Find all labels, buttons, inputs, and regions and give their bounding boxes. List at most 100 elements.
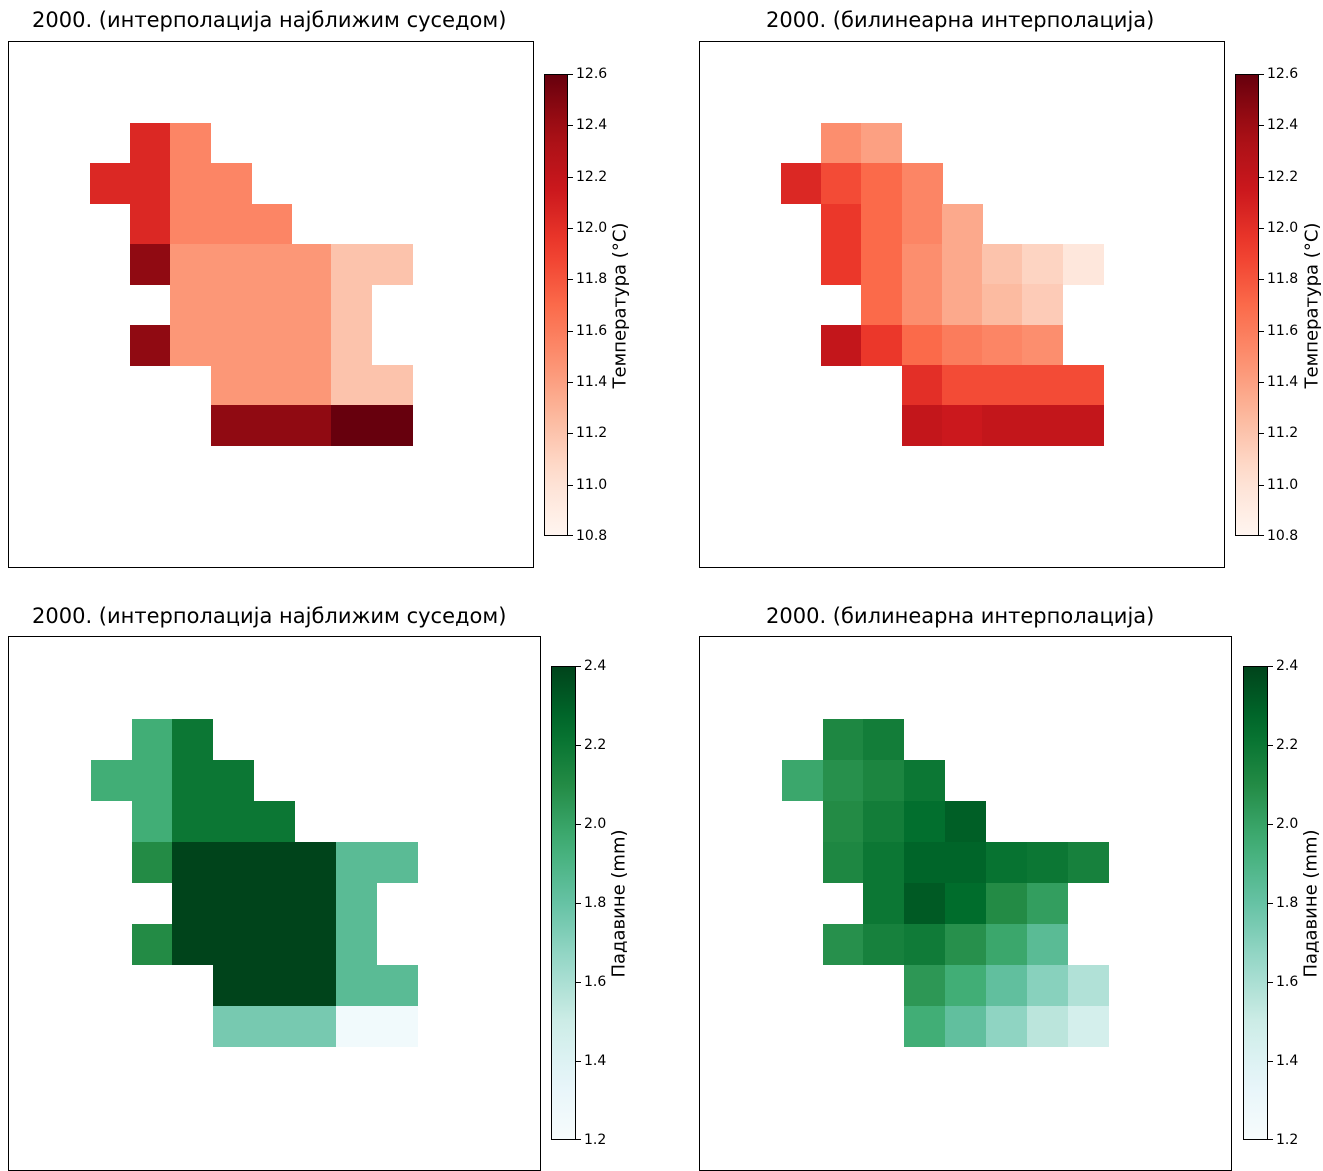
heatmap-cell <box>985 1006 1027 1047</box>
heatmap-cell <box>941 203 983 245</box>
heatmap-cell <box>376 842 418 883</box>
heatmap-cell <box>331 284 373 326</box>
colorbar-tick <box>568 484 573 486</box>
colorbar-tick-label: 1.2 <box>584 1132 607 1148</box>
heatmap-cell <box>982 365 1024 407</box>
heatmap-cell <box>213 760 255 801</box>
heatmap-cell <box>945 842 987 883</box>
heatmap-cell <box>172 760 214 801</box>
heatmap-cell <box>941 243 983 285</box>
colorbar-tick <box>576 1061 581 1062</box>
colorbar-tick-label: 12.4 <box>1267 117 1299 134</box>
heatmap-cell <box>213 801 255 842</box>
heatmap-cell <box>901 365 943 407</box>
heatmap-cell <box>129 163 171 205</box>
heatmap-cell <box>170 324 212 366</box>
heatmap-cell <box>129 203 171 245</box>
heatmap-cell <box>131 801 173 842</box>
heatmap-cell <box>294 965 336 1006</box>
heatmap-cell <box>985 965 1027 1006</box>
heatmap-cell <box>904 924 946 965</box>
heatmap-cell <box>941 324 983 366</box>
heatmap-cell <box>1022 405 1064 447</box>
temp-bl-panel: 2000. (билинеарна интерполација) Темпера… <box>0 0 1323 575</box>
heatmap-cell <box>861 122 903 164</box>
heatmap-cell <box>89 163 131 205</box>
colorbar-tick-label: 1.8 <box>584 895 607 911</box>
heatmap-cell <box>863 719 905 760</box>
heatmap-cell <box>822 719 864 760</box>
colorbar-tick-label: 11.6 <box>576 322 608 339</box>
heatmap-cell <box>861 203 903 245</box>
heatmap-cell <box>1022 284 1064 326</box>
chart-title: 2000. (билинеарна интерполација) <box>766 604 1155 628</box>
colorbar-tick <box>576 666 581 667</box>
heatmap-cell <box>210 203 252 245</box>
heatmap-cell <box>335 924 377 965</box>
heatmap-cell <box>331 324 373 366</box>
heatmap-cell <box>90 760 132 801</box>
colorbar-tick-label: 11.4 <box>576 374 608 390</box>
colorbar-tick <box>568 125 573 127</box>
heatmap-cell <box>820 324 862 366</box>
colorbar-tick <box>1268 903 1273 904</box>
colorbar-tick <box>1259 433 1264 435</box>
heatmap-cell <box>861 163 903 205</box>
heatmap-cell <box>982 243 1024 285</box>
colorbar-tick <box>1268 1139 1273 1140</box>
heatmap-cell <box>250 203 292 245</box>
heatmap-cell <box>331 365 373 407</box>
heatmap-cell <box>945 924 987 965</box>
heatmap-cell <box>863 842 905 883</box>
heatmap-cell <box>780 163 822 205</box>
heatmap-cell <box>901 243 943 285</box>
heatmap-cell <box>1062 243 1104 285</box>
heatmap-cell <box>210 365 252 407</box>
heatmap-cell <box>254 1006 296 1047</box>
heatmap-cell <box>213 924 255 965</box>
colorbar <box>551 666 576 1140</box>
heatmap-cell <box>945 801 987 842</box>
heatmap-cell <box>210 284 252 326</box>
heatmap-cell <box>901 203 943 245</box>
heatmap-cell <box>904 842 946 883</box>
heatmap-cell <box>1022 243 1064 285</box>
colorbar-tick-label: 2.4 <box>1276 658 1299 674</box>
heatmap-plot <box>8 636 541 1171</box>
heatmap-cell <box>250 324 292 366</box>
colorbar-tick-label: 12.6 <box>1267 66 1299 82</box>
heatmap-cell <box>1067 842 1109 883</box>
heatmap-cell <box>172 801 214 842</box>
colorbar-tick-label: 1.4 <box>584 1053 607 1069</box>
colorbar-tick-label: 1.2 <box>1276 1132 1299 1148</box>
colorbar-tick <box>1259 74 1264 75</box>
colorbar-tick <box>568 279 573 281</box>
heatmap-cell <box>904 760 946 801</box>
heatmap-cell <box>982 284 1024 326</box>
heatmap-cell <box>294 924 336 965</box>
heatmap-cell <box>985 924 1027 965</box>
heatmap-cell <box>904 965 946 1006</box>
colorbar-label: Падавине (mm) <box>1300 829 1322 978</box>
colorbar-tick <box>1259 125 1264 127</box>
colorbar-tick-label: 11.8 <box>1267 271 1299 288</box>
heatmap-cell <box>129 243 171 285</box>
heatmap-cell <box>982 324 1024 366</box>
heatmap-cell <box>331 405 373 447</box>
heatmap-cell <box>291 284 333 326</box>
heatmap-cell <box>335 883 377 924</box>
heatmap-cell <box>131 842 173 883</box>
heatmap-cell <box>170 284 212 326</box>
colorbar-tick-label: 10.8 <box>576 528 608 544</box>
colorbar-tick <box>568 433 573 435</box>
heatmap-cell <box>254 842 296 883</box>
heatmap-cell <box>1067 965 1109 1006</box>
heatmap-cell <box>1026 883 1068 924</box>
colorbar-tick <box>1268 666 1273 667</box>
chart-title: 2000. (билинеарна интерполација) <box>766 8 1155 32</box>
heatmap-cell <box>371 405 413 447</box>
colorbar-tick-label: 1.6 <box>1276 974 1299 990</box>
colorbar-tick-label: 11.4 <box>1267 374 1299 390</box>
heatmap-cell <box>863 801 905 842</box>
